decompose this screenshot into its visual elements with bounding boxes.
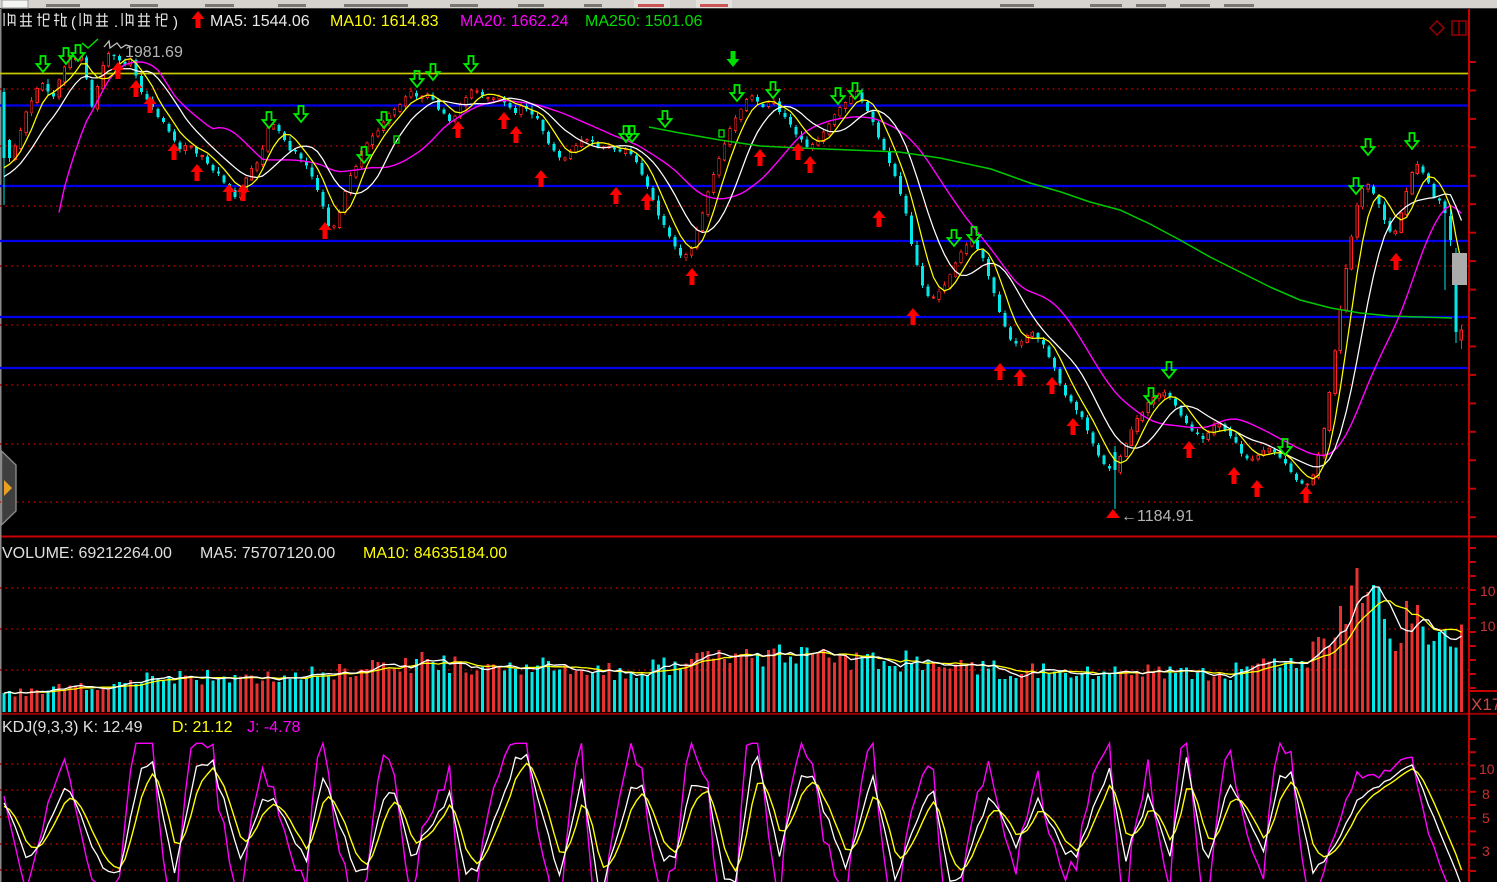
svg-text:MA5: 1544.06: MA5: 1544.06 — [210, 13, 310, 30]
svg-text:MA20: 1662.24: MA20: 1662.24 — [460, 13, 569, 30]
svg-text:D: 21.12: D: 21.12 — [172, 719, 233, 736]
svg-text:J: -4.78: J: -4.78 — [247, 719, 300, 736]
svg-text:8: 8 — [1482, 786, 1490, 802]
svg-text:): ) — [173, 14, 178, 31]
svg-text:KDJ(9,3,3) K: 12.49: KDJ(9,3,3) K: 12.49 — [2, 719, 143, 736]
svg-text:MA5: 75707120.00: MA5: 75707120.00 — [200, 545, 335, 562]
svg-text:10: 10 — [1479, 761, 1495, 777]
svg-text:MA10: 1614.83: MA10: 1614.83 — [330, 13, 439, 30]
svg-text:10: 10 — [1480, 583, 1496, 599]
svg-text:5: 5 — [1482, 810, 1490, 826]
svg-text:VOLUME: 69212264.00: VOLUME: 69212264.00 — [2, 545, 172, 562]
svg-text:.: . — [114, 14, 118, 31]
svg-text:X17: X17 — [1471, 695, 1497, 714]
svg-text:10: 10 — [1480, 618, 1496, 634]
svg-text:MA10: 84635184.00: MA10: 84635184.00 — [363, 545, 507, 562]
svg-text:(: ( — [71, 14, 76, 31]
svg-text:←1184.91: ←1184.91 — [1121, 508, 1194, 525]
svg-text:3: 3 — [1482, 843, 1490, 859]
svg-text:1981.69: 1981.69 — [125, 44, 183, 61]
svg-text:MA250: 1501.06: MA250: 1501.06 — [585, 13, 703, 30]
